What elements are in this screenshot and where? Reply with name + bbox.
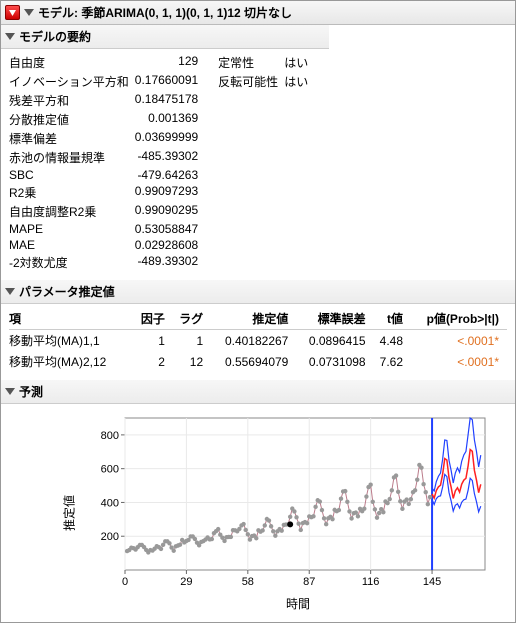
- summary-row: R2乗0.99097293: [9, 183, 314, 202]
- summary-row: 自由度129定常性はい: [9, 53, 314, 72]
- params-table: 項因子ラグ推定値標準誤差t値p値(Prob>|t|)移動平均(MA)1,1110…: [9, 308, 507, 372]
- forecast-chart[interactable]: 200 400 600 800 0 29 58 87 116 145: [91, 410, 491, 590]
- summary-row: 標準偏差0.03699999: [9, 129, 314, 148]
- svg-text:29: 29: [180, 576, 192, 588]
- stat-label: -2対数尤度: [9, 253, 135, 272]
- stat-label: MAPE: [9, 221, 135, 237]
- param-se: 0.0731098: [296, 351, 373, 372]
- param-est: 0.40182267: [211, 330, 296, 352]
- param-p: <.0001*: [411, 330, 507, 352]
- disclosure-icon[interactable]: [24, 9, 34, 16]
- param-p: <.0001*: [411, 351, 507, 372]
- col-header: p値(Prob>|t|): [411, 308, 507, 330]
- stat-value: 129: [135, 53, 204, 72]
- col-header: 標準誤差: [296, 308, 373, 330]
- param-factor: 1: [135, 330, 173, 352]
- stat-label: R2乗: [9, 183, 135, 202]
- stat-label: 残差平方和: [9, 91, 135, 110]
- stat-value: はい: [284, 53, 314, 72]
- stat-label: イノベーション平方和: [9, 72, 135, 91]
- col-header: t値: [374, 308, 411, 330]
- col-header: 因子: [135, 308, 173, 330]
- svg-text:145: 145: [423, 576, 441, 588]
- forecast-body: 推定値 200 400 600 800 0 29 58 87 116 145 時間: [1, 404, 515, 622]
- forecast-header[interactable]: 予測: [1, 380, 515, 404]
- stat-value: 0.02928608: [135, 237, 204, 253]
- stat-value: -489.39302: [135, 253, 204, 272]
- stat-value: 0.99090295: [135, 202, 204, 221]
- summary-row: MAPE0.53058847: [9, 221, 314, 237]
- stat-label: 反転可能性: [204, 72, 284, 91]
- param-row: 移動平均(MA)2,122120.556940790.07310987.62<.…: [9, 351, 507, 372]
- params-body: 項因子ラグ推定値標準誤差t値p値(Prob>|t|)移動平均(MA)1,1110…: [1, 304, 515, 380]
- col-header: 推定値: [211, 308, 296, 330]
- panel-title: モデル: 季節ARIMA(0, 1, 1)(0, 1, 1)12 切片なし: [38, 4, 292, 21]
- param-factor: 2: [135, 351, 173, 372]
- stat-label: 自由度調整R2乗: [9, 202, 135, 221]
- disclosure-icon[interactable]: [5, 288, 15, 295]
- summary-row: 自由度調整R2乗0.99090295: [9, 202, 314, 221]
- stat-value: はい: [284, 72, 314, 91]
- svg-text:200: 200: [101, 531, 119, 543]
- param-term: 移動平均(MA)1,1: [9, 330, 135, 352]
- stat-label: 自由度: [9, 53, 135, 72]
- svg-text:800: 800: [101, 430, 119, 442]
- param-lag: 1: [173, 330, 211, 352]
- stat-label: 赤池の情報量規準: [9, 148, 135, 167]
- stat-value: 0.99097293: [135, 183, 204, 202]
- panel-header[interactable]: モデル: 季節ARIMA(0, 1, 1)(0, 1, 1)12 切片なし: [1, 1, 515, 25]
- summary-row: 赤池の情報量規準-485.39302: [9, 148, 314, 167]
- stat-label: SBC: [9, 167, 135, 183]
- stat-value: 0.17660091: [135, 72, 204, 91]
- param-est: 0.55694079: [211, 351, 296, 372]
- param-se: 0.0896415: [296, 330, 373, 352]
- summary-body: 自由度129定常性はいイノベーション平方和0.17660091反転可能性はい残差…: [1, 49, 515, 280]
- col-header: ラグ: [173, 308, 211, 330]
- svg-text:0: 0: [122, 576, 128, 588]
- summary-header[interactable]: モデルの要約: [1, 25, 329, 49]
- stat-label: 分散推定値: [9, 110, 135, 129]
- stat-label: MAE: [9, 237, 135, 253]
- stat-value: 0.18475178: [135, 91, 204, 110]
- summary-row: イノベーション平方和0.17660091反転可能性はい: [9, 72, 314, 91]
- summary-row: 分散推定値0.001369: [9, 110, 314, 129]
- svg-text:116: 116: [362, 576, 380, 588]
- summary-title: モデルの要約: [19, 28, 91, 45]
- param-row: 移動平均(MA)1,1110.401822670.08964154.48<.00…: [9, 330, 507, 352]
- svg-text:400: 400: [101, 497, 119, 509]
- svg-text:58: 58: [242, 576, 254, 588]
- hotspot-icon[interactable]: [5, 5, 20, 20]
- params-title: パラメータ推定値: [19, 283, 115, 300]
- param-term: 移動平均(MA)2,12: [9, 351, 135, 372]
- disclosure-icon[interactable]: [5, 33, 15, 40]
- stat-label: 標準偏差: [9, 129, 135, 148]
- summary-row: SBC-479.64263: [9, 167, 314, 183]
- stat-value: -479.64263: [135, 167, 204, 183]
- stat-value: 0.001369: [135, 110, 204, 129]
- stat-value: 0.53058847: [135, 221, 204, 237]
- disclosure-icon[interactable]: [5, 388, 15, 395]
- params-header[interactable]: パラメータ推定値: [1, 280, 515, 304]
- summary-row: 残差平方和0.18475178: [9, 91, 314, 110]
- param-t: 4.48: [374, 330, 411, 352]
- param-t: 7.62: [374, 351, 411, 372]
- summary-table: 自由度129定常性はいイノベーション平方和0.17660091反転可能性はい残差…: [9, 53, 314, 272]
- param-lag: 12: [173, 351, 211, 372]
- stat-value: -485.39302: [135, 148, 204, 167]
- svg-text:600: 600: [101, 464, 119, 476]
- svg-text:87: 87: [303, 576, 315, 588]
- summary-row: -2対数尤度-489.39302: [9, 253, 314, 272]
- forecast-title: 予測: [19, 383, 43, 400]
- summary-row: MAE0.02928608: [9, 237, 314, 253]
- stat-value: 0.03699999: [135, 129, 204, 148]
- chart-ylabel: 推定値: [61, 495, 78, 531]
- chart-xlabel: 時間: [91, 595, 505, 612]
- col-header: 項: [9, 308, 135, 330]
- stat-label: 定常性: [204, 53, 284, 72]
- model-panel: モデル: 季節ARIMA(0, 1, 1)(0, 1, 1)12 切片なし モデ…: [0, 0, 516, 623]
